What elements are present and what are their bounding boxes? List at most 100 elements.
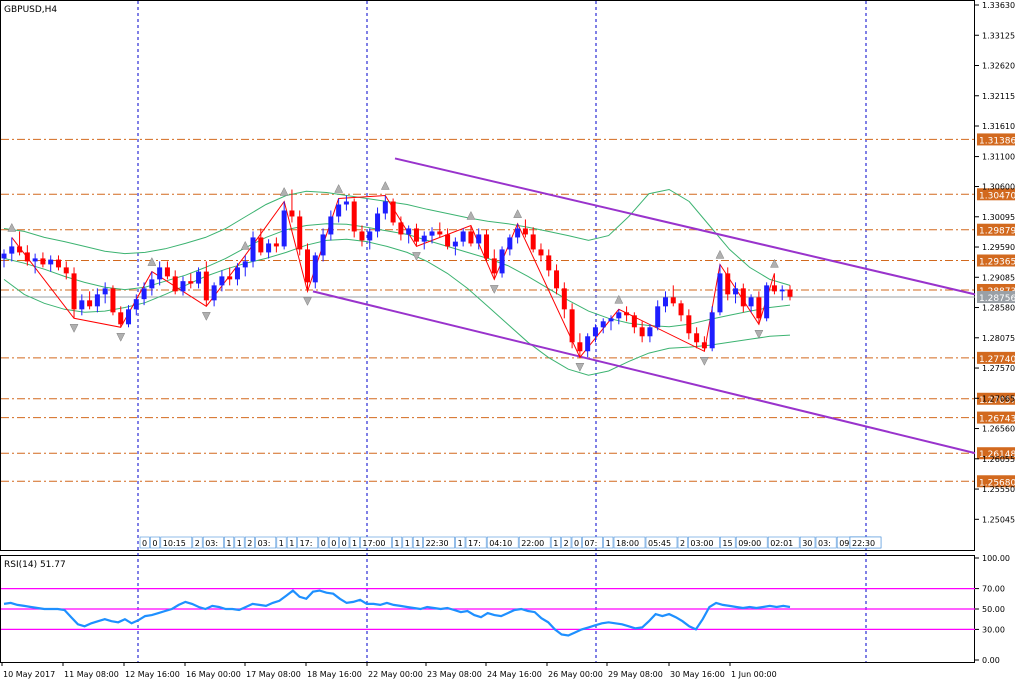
candle-body — [491, 258, 497, 274]
session-box — [735, 536, 768, 549]
level-price-label: 1.26743 — [979, 415, 1016, 425]
session-box — [160, 536, 193, 549]
candle-body — [624, 312, 630, 316]
candle-body — [413, 228, 419, 242]
candle-body — [149, 279, 155, 289]
session-label: 0 — [142, 539, 147, 548]
trend-channel — [312, 157, 976, 455]
candle-body — [546, 255, 552, 271]
candle-body — [733, 288, 739, 295]
candle-body — [437, 231, 443, 235]
session-label: 09:0 — [839, 539, 857, 548]
candle-body — [188, 281, 194, 284]
session-box — [815, 536, 837, 549]
price-tick-label: 1.26055 — [982, 455, 1015, 464]
candle-body — [258, 237, 264, 253]
session-label: 0 — [331, 539, 336, 548]
candle-body — [756, 297, 762, 319]
session-box — [286, 536, 297, 549]
session-box — [423, 536, 455, 549]
candle-body — [343, 201, 349, 205]
fractal-down-marker — [69, 324, 79, 333]
chart-title: GBPUSD,H4 — [4, 5, 57, 15]
session-box — [677, 536, 688, 549]
candle-body — [110, 288, 116, 313]
candle-body — [406, 228, 412, 235]
session-box — [799, 536, 816, 549]
time-tick-label: 18 May 16:00 — [307, 670, 362, 679]
fractal-up-marker — [466, 210, 476, 220]
fractal-up-marker — [334, 183, 344, 193]
price-tick-label: 1.28580 — [982, 304, 1015, 313]
candle-body — [600, 321, 606, 328]
session-box — [518, 536, 551, 549]
session-box — [402, 536, 413, 549]
session-box — [486, 536, 519, 549]
session-box — [720, 536, 736, 549]
session-box — [603, 536, 614, 549]
candle-body — [40, 258, 46, 265]
candle-body — [203, 271, 209, 301]
session-box — [360, 536, 392, 549]
session-labels: 0 0 10:15 2 03: 1 1 2 03: 1 1 17: 0 0 0 1 17:00 1 1 1 22:30 1… — [139, 536, 882, 549]
session-label: 2 — [680, 539, 685, 548]
candle-body — [740, 288, 746, 307]
candle-body — [118, 312, 124, 325]
session-label: 1 — [553, 539, 558, 548]
session-label: 1 — [415, 539, 420, 548]
level-price-label: 1.29365 — [979, 258, 1016, 268]
price-panel-frame — [0, 0, 975, 551]
session-box — [255, 536, 277, 549]
rsi-tick-label: 50.00 — [982, 605, 1005, 614]
candle-body — [367, 231, 373, 241]
candle-body — [71, 273, 77, 310]
price-tick-label: 1.25045 — [982, 515, 1015, 524]
candle-body — [779, 289, 785, 292]
session-label: 1 — [237, 539, 242, 548]
candle-body — [133, 299, 139, 310]
fractal-up-marker — [380, 180, 390, 190]
time-tick-label: 30 May 16:00 — [670, 670, 725, 679]
session-box — [455, 536, 466, 549]
candle-body — [242, 261, 248, 268]
price-tick-label: 1.32115 — [982, 92, 1015, 101]
candle-body — [717, 273, 723, 313]
candle-body — [748, 297, 754, 307]
price-tick-label: 1.27570 — [982, 364, 1015, 373]
session-label: 03: — [258, 539, 271, 548]
candle-body — [592, 327, 598, 337]
candle-body — [164, 267, 170, 277]
candle-body — [787, 289, 793, 297]
session-label: 03: — [205, 539, 218, 548]
level-price-box — [977, 133, 1015, 146]
candle-body — [17, 246, 23, 253]
candle-body — [141, 288, 147, 300]
candle-body — [554, 270, 560, 289]
level-price-label: 1.31386 — [979, 136, 1016, 146]
candle-body — [234, 267, 240, 280]
level-price-box — [977, 447, 1015, 460]
candle-body — [1, 253, 7, 259]
channel-line — [394, 157, 976, 296]
time-tick-label: 10 May 2017 — [3, 670, 55, 679]
session-box — [550, 536, 561, 549]
candle-body — [662, 297, 668, 307]
candle-body — [281, 210, 287, 247]
current-price-label: 1.28756 — [979, 294, 1016, 304]
time-tick-label: 12 May 16:00 — [125, 670, 180, 679]
rsi-tick-label: 30.00 — [982, 625, 1005, 634]
candle-body — [577, 342, 583, 352]
candle-body — [273, 243, 279, 247]
candle-body — [32, 258, 38, 262]
session-label: 30 — [802, 539, 812, 548]
candle-body — [382, 201, 388, 214]
price-tick-label: 1.28075 — [982, 334, 1015, 343]
session-box — [339, 536, 350, 549]
level-price-box — [977, 351, 1015, 364]
candle-body — [530, 234, 536, 250]
candle-body — [639, 327, 645, 337]
session-box — [224, 536, 235, 549]
candle-body — [522, 228, 528, 235]
fractal-down-marker — [575, 363, 585, 372]
session-label: 1 — [289, 539, 294, 548]
